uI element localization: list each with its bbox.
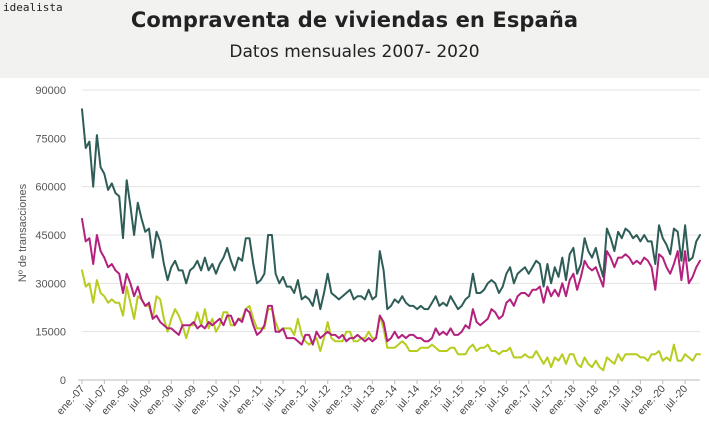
y-tick-label: 0 — [60, 375, 66, 387]
series-line-total — [81, 108, 701, 311]
chart-title: Compraventa de viviendas en España — [130, 8, 579, 32]
axes — [78, 379, 700, 384]
brand-logo: idealista — [3, 1, 63, 14]
y-tick-label: 60000 — [35, 182, 66, 194]
y-tick-labels: 0 15000 30000 45000 60000 75000 90000 — [35, 85, 66, 387]
y-axis-label: Nº de transacciones — [17, 183, 29, 282]
x-tick-label: jul.-20 — [662, 383, 691, 413]
y-tick-label: 30000 — [35, 278, 66, 290]
x-tick-labels: ene.-07jul.-07ene.-08jul.-08ene.-09jul.-… — [54, 383, 690, 418]
y-tick-label: 15000 — [35, 327, 66, 339]
chart-header: idealista Compraventa de viviendas en Es… — [0, 0, 709, 78]
chart-subtitle: Datos mensuales 2007- 2020 — [229, 42, 480, 62]
gridlines — [82, 89, 700, 333]
series-lines — [81, 108, 701, 372]
series-line-usada — [81, 217, 701, 346]
y-tick-label: 45000 — [35, 230, 66, 242]
y-tick-label: 90000 — [35, 85, 66, 97]
series-line-nueva — [81, 269, 701, 372]
y-tick-label: 75000 — [35, 133, 66, 145]
x-tick-label: ene.-07 — [54, 383, 87, 418]
